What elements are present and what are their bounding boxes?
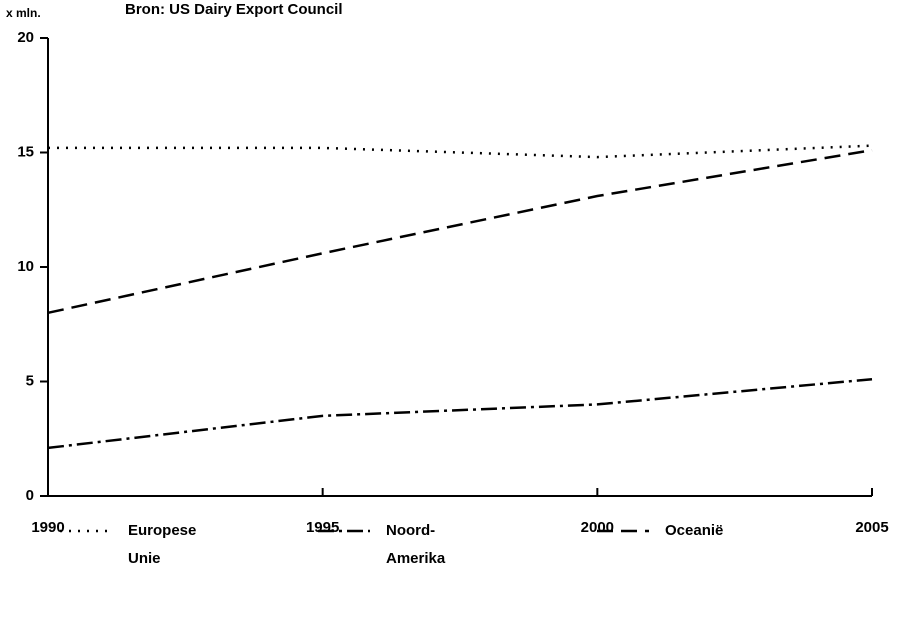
legend-label: Noord-Amerika — [386, 522, 446, 567]
y-tick-label: 0 — [26, 487, 34, 504]
x-tick-label: 1990 — [31, 519, 64, 536]
series-line — [47, 148, 873, 315]
series-line — [47, 377, 873, 450]
y-tick-label: 15 — [17, 143, 34, 160]
y-tick-label: 20 — [17, 29, 34, 46]
y-tick-label: 10 — [17, 258, 34, 275]
y-axis-label: x mln. — [6, 6, 41, 20]
legend-label: Europese Unie — [128, 522, 197, 567]
x-tick-label: 2000 — [581, 519, 614, 536]
y-tick-label: 5 — [26, 372, 34, 389]
chart-title: Bron: US Dairy Export Council — [125, 1, 343, 18]
series-line — [48, 144, 873, 159]
x-tick-label: 1995 — [306, 519, 339, 536]
legend-label: Oceanië — [665, 522, 724, 539]
x-tick-label: 2005 — [855, 519, 888, 536]
